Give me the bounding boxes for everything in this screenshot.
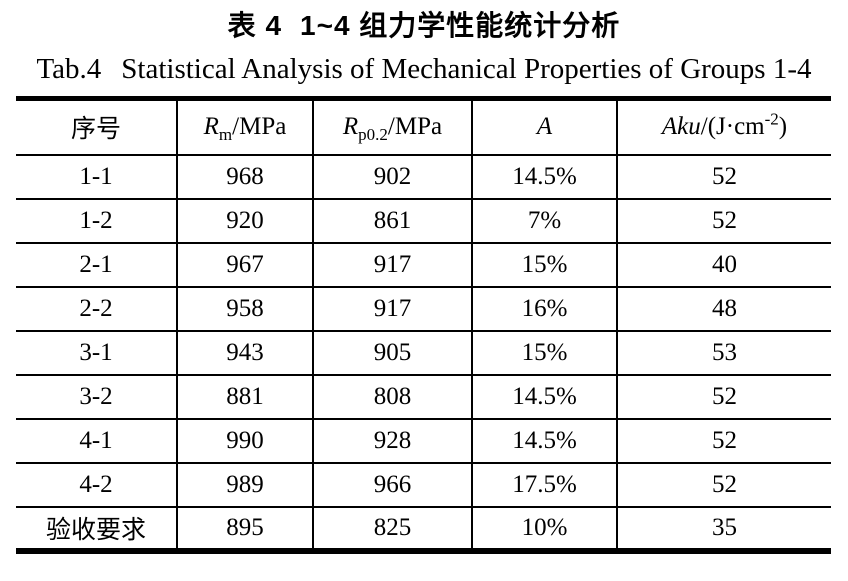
value-cell: 15% [471, 329, 618, 376]
value-cell: 967 [176, 241, 314, 288]
value-cell: 52 [616, 153, 831, 200]
table-row: 3-1 943 905 15% 53 [16, 329, 831, 376]
row-label-cell: 4-1 [16, 417, 178, 464]
column-label: 序号 [70, 116, 121, 144]
value-cell: 861 [312, 197, 473, 244]
value-cell: 881 [176, 373, 314, 420]
value-cell: 14.5% [471, 153, 618, 200]
row-label-cell: 2-1 [16, 241, 178, 288]
value-cell: 52 [616, 373, 831, 420]
value-cell: 16% [471, 285, 618, 332]
table-row: 2-1 967 917 15% 40 [16, 241, 831, 288]
value-cell: 895 [176, 505, 314, 552]
column-subscript: p0.2 [358, 125, 388, 145]
table-row: 4-1 990 928 14.5% 52 [16, 417, 831, 464]
mechanical-properties-table: 序号 Rm/MPa Rp0.2/MPa A Aku/(J·cm-2) 1-1 96… [16, 96, 831, 554]
table-row: 2-2 958 917 16% 48 [16, 285, 831, 332]
value-cell: 825 [312, 505, 473, 552]
table-caption-zh-text: 1~4 组力学性能统计分析 [300, 10, 621, 41]
value-cell: 52 [616, 417, 831, 464]
column-symbol: R [342, 113, 359, 141]
value-cell: 48 [616, 285, 831, 332]
column-header-a: A [471, 97, 618, 156]
row-label-cell: 1-2 [16, 197, 178, 244]
column-unit: /MPa [232, 113, 287, 141]
column-unit-suffix: ) [778, 113, 788, 141]
column-symbol: R [203, 113, 219, 141]
value-cell: 943 [176, 329, 314, 376]
value-cell: 917 [312, 241, 473, 288]
value-cell: 989 [176, 461, 314, 508]
value-cell: 15% [471, 241, 618, 288]
value-cell: 35 [616, 505, 831, 552]
header-row: 序号 Rm/MPa Rp0.2/MPa A Aku/(J·cm-2) [16, 97, 831, 156]
table-row: 4-2 989 966 17.5% 52 [16, 461, 831, 508]
value-cell: 10% [471, 505, 618, 552]
row-label-cell: 3-2 [16, 373, 178, 420]
row-label-cell: 2-2 [16, 285, 178, 332]
value-cell: 52 [616, 197, 831, 244]
value-cell: 14.5% [471, 373, 618, 420]
value-cell: 808 [312, 373, 473, 420]
value-cell: 17.5% [471, 461, 618, 508]
column-subscript: m [218, 125, 233, 145]
value-cell: 40 [616, 241, 831, 288]
value-cell: 905 [312, 329, 473, 376]
value-cell: 920 [176, 197, 314, 244]
row-label-cell: 验收要求 [16, 505, 178, 552]
value-cell: 917 [312, 285, 473, 332]
column-header-xuhao: 序号 [16, 97, 178, 156]
value-cell: 928 [312, 417, 473, 464]
table-header: 序号 Rm/MPa Rp0.2/MPa A Aku/(J·cm-2) [16, 97, 831, 156]
table-caption-en-text: Statistical Analysis of Mechanical Prope… [121, 53, 812, 85]
table-caption-en-label: Tab.4 [36, 53, 102, 85]
table-caption-zh-label: 表 4 [227, 10, 283, 41]
column-header-rp02: Rp0.2/MPa [312, 97, 473, 156]
column-header-rm: Rm/MPa [176, 97, 314, 156]
value-cell: 14.5% [471, 417, 618, 464]
row-label-cell: 3-1 [16, 329, 178, 376]
column-symbol: Aku [661, 113, 701, 141]
table-row: 1-1 968 902 14.5% 52 [16, 153, 831, 200]
row-label-cell: 1-1 [16, 153, 178, 200]
column-superscript: -2 [764, 109, 779, 129]
value-cell: 902 [312, 153, 473, 200]
value-cell: 968 [176, 153, 314, 200]
table-body: 1-1 968 902 14.5% 52 1-2 920 861 7% 52 2-1 967 917 15… [16, 153, 831, 552]
table-row: 验收要求 895 825 10% 35 [16, 505, 831, 552]
value-cell: 958 [176, 285, 314, 332]
table-row: 3-2 881 808 14.5% 52 [16, 373, 831, 420]
value-cell: 52 [616, 461, 831, 508]
value-cell: 7% [471, 197, 618, 244]
value-cell: 53 [616, 329, 831, 376]
column-symbol: A [536, 113, 553, 141]
column-unit: /MPa [387, 113, 443, 141]
column-header-aku: Aku/(J·cm-2) [616, 97, 831, 156]
table-caption-en: Tab.4 Statistical Analysis of Mechanical … [0, 49, 848, 89]
value-cell: 990 [176, 417, 314, 464]
table-row: 1-2 920 861 7% 52 [16, 197, 831, 244]
value-cell: 966 [312, 461, 473, 508]
table-caption-zh: 表 4 1~4 组力学性能统计分析 [0, 0, 848, 46]
row-label-cell: 4-2 [16, 461, 178, 508]
column-unit-prefix: /(J·cm [700, 113, 765, 141]
